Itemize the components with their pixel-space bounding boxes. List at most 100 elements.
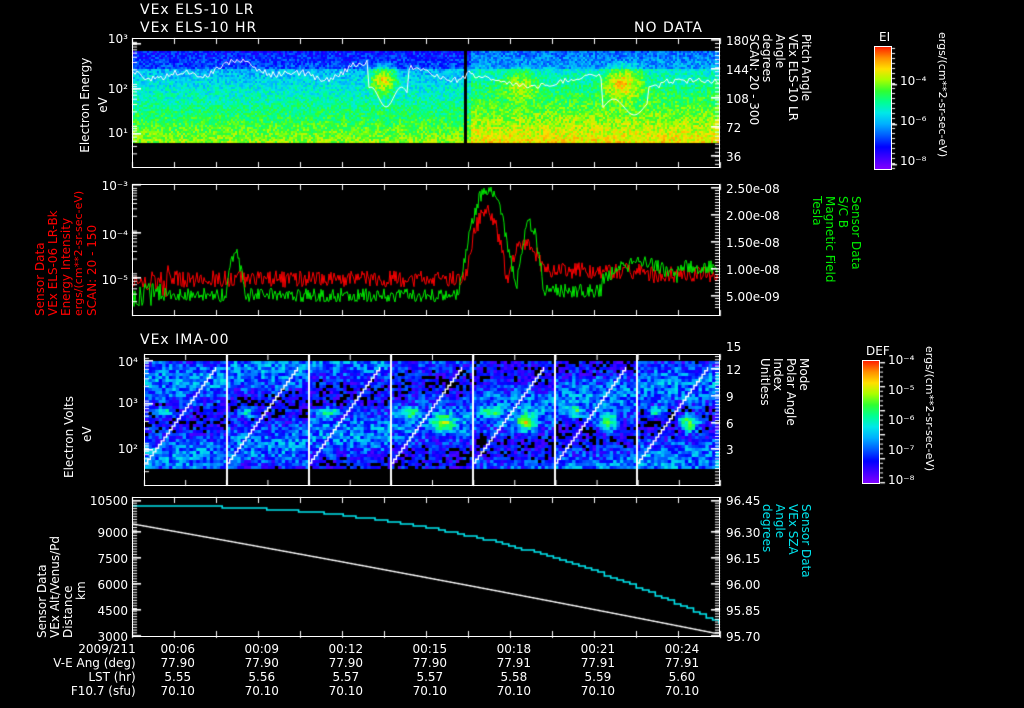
- panel4-right-caption-2: Angle: [773, 504, 787, 539]
- footer-cell: 77.90: [328, 656, 363, 670]
- footer-row: LST (hr) 5.55 5.56 5.57 5.57 5.58 5.59 5.60: [0, 670, 724, 684]
- panel1-title-hr: VEx ELS-10 HR: [140, 20, 258, 36]
- panel1-left-unit: eV: [96, 97, 111, 113]
- footer-cell: 00:06: [160, 642, 196, 656]
- footer-cell: 00:12: [328, 642, 364, 656]
- footer-row-label: V-E Ang (deg): [53, 656, 136, 670]
- panel1-colorbar-title: EI: [879, 30, 891, 44]
- panel1-y2tick-3: 144: [726, 63, 749, 77]
- footer-cell: 70.10: [664, 684, 700, 698]
- panel3-cbar-tick-3: 10⁻⁷: [888, 443, 915, 457]
- altitude-sza-panel: [132, 497, 720, 637]
- panel2-y2tick-2: 1.50e-08: [726, 236, 780, 250]
- panel3-cbar-tick-4: 10⁻⁸: [888, 473, 915, 487]
- footer-cell: 70.10: [160, 684, 195, 698]
- panel3-cbar-tick-1: 10⁻⁵: [888, 383, 915, 397]
- ima-spectrogram-canvas: [145, 355, 719, 485]
- energy-intensity-panel: [132, 184, 720, 316]
- panel2-left-caption-3: ergs/(cm**2-sr-sec-eV): [72, 190, 85, 316]
- panel3-right-caption-3: Unitless: [758, 358, 772, 406]
- panel4-y2tick-2: 96.00: [726, 578, 761, 592]
- panel4-right-caption-1: VEx SZA: [786, 504, 800, 555]
- footer-cell: 5.60: [668, 670, 696, 684]
- no-data-label: NO DATA: [634, 20, 704, 36]
- footer-cell: 77.90: [244, 656, 279, 670]
- ima-spectrogram-panel: [144, 354, 720, 486]
- panel4-y2tick-3: 96.15: [726, 552, 761, 566]
- panel1-right-caption-4: SCAN: 20 - 300: [747, 34, 761, 126]
- footer-data-table: 2009/211 00:06 00:09 00:12 00:15 00:18 00:21 00…: [0, 642, 724, 698]
- panel3-cbar-tick-2: 10⁻⁶: [888, 413, 915, 427]
- panel1-y2tick-0: 36: [726, 150, 742, 164]
- panel1-cbar-tick-0: 10⁻⁴: [900, 74, 927, 88]
- footer-cell: 5.55: [164, 670, 192, 684]
- panel2-right-caption-1: S/C B: [836, 196, 850, 229]
- els-spectrogram-panel: [132, 38, 720, 168]
- panel4-ytick-2: 6000: [97, 578, 128, 592]
- panel3-right-caption-0: Mode: [797, 358, 811, 391]
- panel1-right-caption-3: degrees: [760, 34, 774, 83]
- panel4-y2tick-0: 95.70: [726, 630, 761, 644]
- panel3-y2tick-2: 9: [726, 390, 734, 404]
- footer-cell: 00:24: [664, 642, 700, 656]
- footer-cell: 77.91: [664, 656, 700, 670]
- panel1-ytick-0: 10¹: [107, 126, 128, 140]
- panel3-cbar-tick-0: 10⁻⁴: [888, 353, 915, 367]
- footer-cell: 00:18: [496, 642, 532, 656]
- footer-cell: 5.59: [584, 670, 612, 684]
- panel2-right-caption-2: Magnetic Field: [823, 196, 837, 283]
- panel3-y2tick-1: 6: [726, 417, 734, 431]
- altitude-sza-canvas: [133, 498, 719, 636]
- panel1-cbar-tick-1: 10⁻⁶: [900, 114, 927, 128]
- panel4-y2tick-5: 96.45: [726, 494, 761, 508]
- footer-cell: 77.91: [496, 656, 532, 670]
- panel1-cbar-tick-2: 10⁻⁸: [900, 154, 927, 168]
- panel4-right-caption-3: degrees: [760, 504, 774, 553]
- panel1-right-caption-0: Pitch Angle: [799, 34, 813, 102]
- footer-cell: 5.56: [248, 670, 276, 684]
- footer-row: 2009/211 00:06 00:09 00:12 00:15 00:18 00:21 00…: [0, 642, 724, 656]
- panel2-ytick-1: 10⁻⁴: [101, 228, 128, 242]
- footer-cell: 70.10: [412, 684, 447, 698]
- panel4-ytick-1: 4500: [97, 604, 128, 618]
- footer-row-label: LST (hr): [88, 670, 136, 684]
- footer-cell: 00:21: [580, 642, 616, 656]
- els-spectrogram-canvas: [133, 39, 719, 167]
- footer-cell: 70.10: [580, 684, 616, 698]
- panel2-y2tick-3: 2.00e-08: [726, 209, 780, 223]
- panel2-right-caption-3: Tesla: [810, 196, 824, 226]
- footer-cell: 77.90: [160, 656, 195, 670]
- panel3-right-caption-2: Index: [771, 358, 785, 392]
- panel3-title: VEx IMA-00: [140, 332, 230, 348]
- panel1-ytick-2: 10³: [107, 32, 128, 46]
- panel1-colorbar: [874, 46, 892, 170]
- footer-cell: 5.57: [332, 670, 360, 684]
- panel1-colorbar-units: ergs/(cm**2-sr-sec-eV): [936, 32, 949, 158]
- panel1-right-caption-1: VEx ELS-10 LR: [786, 34, 800, 122]
- panel2-y2tick-0: 5.00e-09: [726, 290, 780, 304]
- panel4-y2tick-1: 95.85: [726, 604, 761, 618]
- panel3-y2tick-3: 12: [726, 363, 742, 377]
- panel3-colorbar: [862, 360, 880, 484]
- panel3-left-caption-1: eV: [80, 426, 94, 442]
- panel2-ytick-2: 10⁻³: [101, 179, 128, 193]
- panel1-left-axis-unit: eV: [84, 97, 124, 128]
- panel3-colorbar-title: DEF: [866, 344, 890, 358]
- panel4-ytick-5: 10500: [89, 494, 128, 508]
- panel3-ytick-0: 10²: [117, 442, 138, 456]
- panel3-colorbar-units: ergs/(cm**2-sr-sec-eV): [923, 346, 936, 472]
- panel3-left-caption-0: Electron Volts: [62, 396, 76, 478]
- footer-row-label: 2009/211: [78, 642, 136, 656]
- panel1-y2tick-4: 180: [726, 34, 749, 48]
- footer-cell: 70.10: [244, 684, 279, 698]
- panel1-y2tick-1: 72: [726, 121, 742, 135]
- panel4-ytick-4: 9000: [97, 526, 128, 540]
- panel1-title-lr: VEx ELS-10 LR: [140, 2, 255, 18]
- panel2-right-caption-0: Sensor Data: [849, 196, 863, 270]
- footer-row: V-E Ang (deg) 77.90 77.90 77.90 77.90 77.91 77…: [0, 656, 724, 670]
- panel4-right-caption-0: Sensor Data: [799, 504, 813, 578]
- footer-cell: 70.10: [496, 684, 532, 698]
- panel1-y2tick-2: 108: [726, 92, 749, 106]
- panel2-y2tick-1: 1.00e-08: [726, 263, 780, 277]
